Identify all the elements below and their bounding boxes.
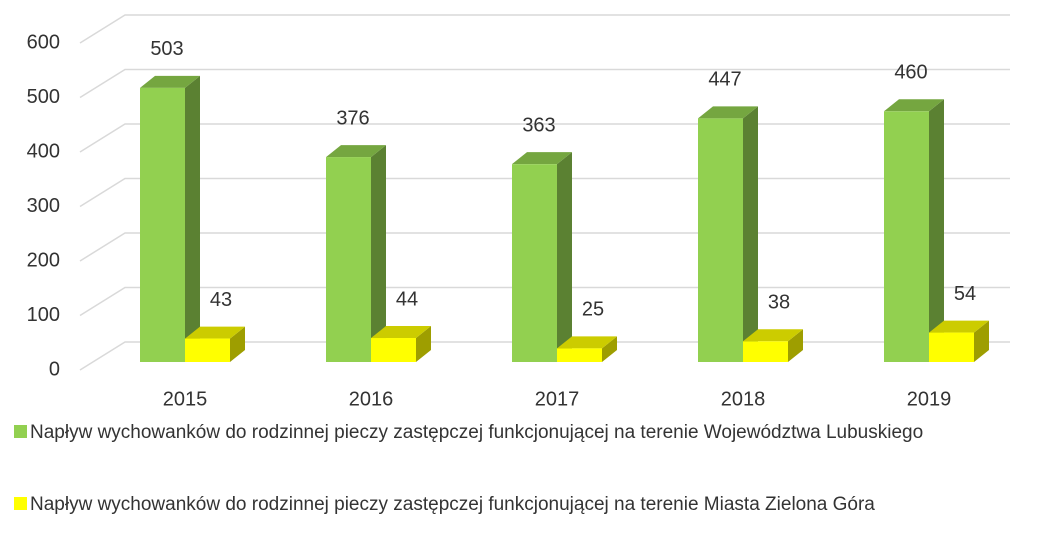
data-label: 363 (522, 114, 555, 136)
chart: 0 100 200 300 400 500 600 2015 503 43 2016 376 44 201… (27, 14, 1010, 410)
bar (743, 341, 788, 362)
y-tick-label: 600 (27, 31, 60, 53)
data-label: 44 (396, 288, 418, 310)
bar (185, 338, 230, 362)
bar-top (698, 106, 758, 119)
bar-side (929, 99, 944, 363)
bar-top (326, 145, 386, 158)
bar (884, 111, 929, 362)
bar-side (371, 145, 386, 362)
bar-top (512, 152, 572, 165)
bar-side (185, 75, 200, 363)
y-tick-label: 500 (27, 86, 60, 108)
y-tick-label: 100 (27, 304, 60, 326)
bar (512, 164, 557, 362)
y-tick-label: 0 (49, 358, 60, 380)
legend-label: Napływ wychowanków do rodzinnej pieczy z… (30, 494, 875, 515)
data-label: 25 (582, 299, 604, 321)
grid-line (79, 14, 1010, 44)
y-tick-label: 200 (27, 249, 60, 271)
bar-top (929, 320, 989, 333)
bar-side (974, 320, 989, 362)
legend-swatch (14, 497, 27, 510)
bar-top (185, 326, 245, 339)
bar-top (743, 329, 803, 342)
data-label: 460 (894, 62, 927, 84)
legend-swatch (14, 425, 27, 438)
bar-top (884, 99, 944, 112)
legend-item: Napływ wychowanków do rodzinnej pieczy z… (14, 420, 1029, 445)
bar (326, 157, 371, 362)
bar (698, 118, 743, 362)
data-label: 54 (954, 283, 976, 305)
bar (557, 348, 602, 362)
bar-side (743, 106, 758, 362)
bar-top (140, 75, 200, 88)
x-tick-label: 2016 (349, 388, 394, 410)
bar-top (371, 326, 431, 339)
data-label: 376 (336, 107, 369, 129)
bar (140, 87, 185, 363)
y-tick-label: 300 (27, 195, 60, 217)
grid-line (79, 68, 1010, 99)
x-tick-label: 2018 (721, 388, 766, 410)
x-tick-label: 2015 (163, 388, 208, 410)
data-label: 503 (150, 38, 183, 60)
legend-item: Napływ wychowanków do rodzinnej pieczy z… (14, 492, 1029, 517)
bar (371, 338, 416, 362)
bar-side (416, 326, 431, 362)
bar-side (602, 336, 617, 362)
y-tick-label: 400 (27, 140, 60, 162)
x-tick-label: 2019 (907, 388, 952, 410)
legend-label: Napływ wychowanków do rodzinnej pieczy z… (30, 422, 924, 443)
bar-side (788, 329, 803, 362)
data-label: 43 (210, 289, 232, 311)
bar-top (557, 336, 617, 349)
x-tick-label: 2017 (535, 388, 580, 410)
bar (929, 332, 974, 362)
bar-side (230, 326, 245, 362)
data-label: 38 (768, 292, 790, 314)
data-label: 447 (708, 69, 741, 91)
bar-side (557, 152, 572, 362)
